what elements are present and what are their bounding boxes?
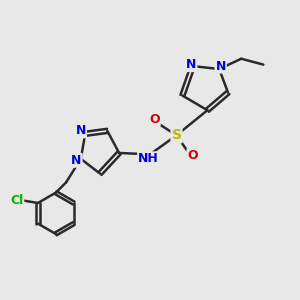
Text: N: N: [215, 60, 226, 73]
Text: N: N: [186, 58, 196, 71]
Text: N: N: [76, 124, 86, 137]
Text: O: O: [188, 149, 198, 162]
Text: Cl: Cl: [10, 194, 23, 207]
Text: NH: NH: [138, 152, 159, 165]
Text: O: O: [149, 112, 160, 126]
Text: S: S: [172, 128, 182, 142]
Text: N: N: [71, 154, 82, 167]
